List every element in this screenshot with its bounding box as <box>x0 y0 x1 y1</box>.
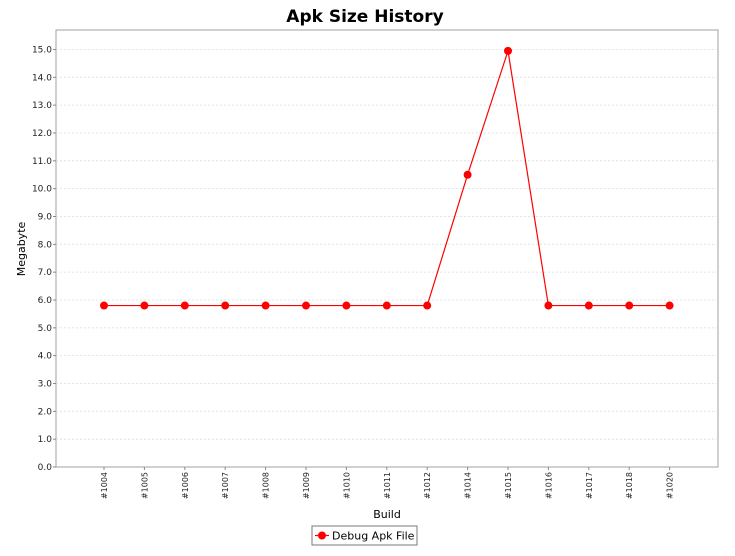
y-tick-label: 8.0 <box>38 240 53 250</box>
data-point <box>140 301 149 310</box>
x-tick-label: #1008 <box>262 472 271 499</box>
x-tick-label: #1009 <box>302 472 311 499</box>
x-tick-label: #1014 <box>464 472 473 499</box>
x-tick-label: #1012 <box>423 472 432 499</box>
y-tick-label: 14.0 <box>32 73 52 83</box>
data-point <box>504 46 512 55</box>
data-point <box>100 301 108 310</box>
y-tick-label: 10.0 <box>32 185 52 195</box>
plot-area <box>55 29 719 468</box>
x-tick-label: #1007 <box>221 472 230 499</box>
x-tick-label: #1020 <box>666 472 675 499</box>
data-point <box>463 170 472 179</box>
y-tick-label: 0.0 <box>38 463 53 473</box>
x-tick-label: #1006 <box>181 472 190 499</box>
chart-title: Apk Size History <box>286 7 443 27</box>
data-point <box>544 301 553 310</box>
x-axis-ticks: #1004 #1005 #1006 #1007 #1008 #1009 #1010 #1011… <box>100 467 675 499</box>
x-tick-label: #1017 <box>585 472 594 499</box>
y-tick-label: 4.0 <box>38 352 53 362</box>
data-point <box>423 301 432 310</box>
legend-box <box>311 525 418 546</box>
y-axis-ticks: 0.0 1.0 2.0 3.0 4.0 5.0 6.0 7.0 8.0 9.0 10.0 11.0 12… <box>32 45 56 473</box>
data-point <box>302 301 310 310</box>
data-point <box>180 301 189 310</box>
x-tick-label: #1005 <box>140 472 149 499</box>
data-point <box>261 301 270 310</box>
y-tick-label: 6.0 <box>38 296 53 306</box>
y-tick-label: 13.0 <box>32 101 52 111</box>
x-tick-label: #1011 <box>383 472 392 499</box>
legend-marker <box>318 531 326 540</box>
y-tick-label: 1.0 <box>38 435 53 445</box>
y-tick-label: 5.0 <box>38 324 53 334</box>
x-tick-label: #1015 <box>504 472 513 499</box>
x-tick-label: #1016 <box>544 472 553 499</box>
y-tick-label: 2.0 <box>38 407 53 417</box>
y-tick-label: 7.0 <box>38 268 53 278</box>
y-tick-label: 11.0 <box>32 157 52 167</box>
series-layer <box>100 46 674 310</box>
legend: Debug Apk File <box>311 525 418 546</box>
data-point <box>584 301 593 310</box>
y-tick-label: 3.0 <box>38 379 53 389</box>
data-point <box>625 301 634 310</box>
data-point <box>221 301 230 310</box>
y-tick-label: 12.0 <box>32 129 52 139</box>
data-point <box>382 301 391 310</box>
x-tick-label: #1018 <box>625 472 634 499</box>
data-point <box>665 301 674 310</box>
x-tick-label: #1010 <box>342 472 351 499</box>
x-axis-label: Build <box>373 508 401 521</box>
y-tick-label: 9.0 <box>38 212 53 222</box>
x-tick-label: #1004 <box>100 472 109 499</box>
y-axis-label: Megabyte <box>15 221 28 276</box>
data-point <box>342 301 351 310</box>
legend-label: Debug Apk File <box>332 530 415 543</box>
y-tick-label: 15.0 <box>32 45 52 55</box>
